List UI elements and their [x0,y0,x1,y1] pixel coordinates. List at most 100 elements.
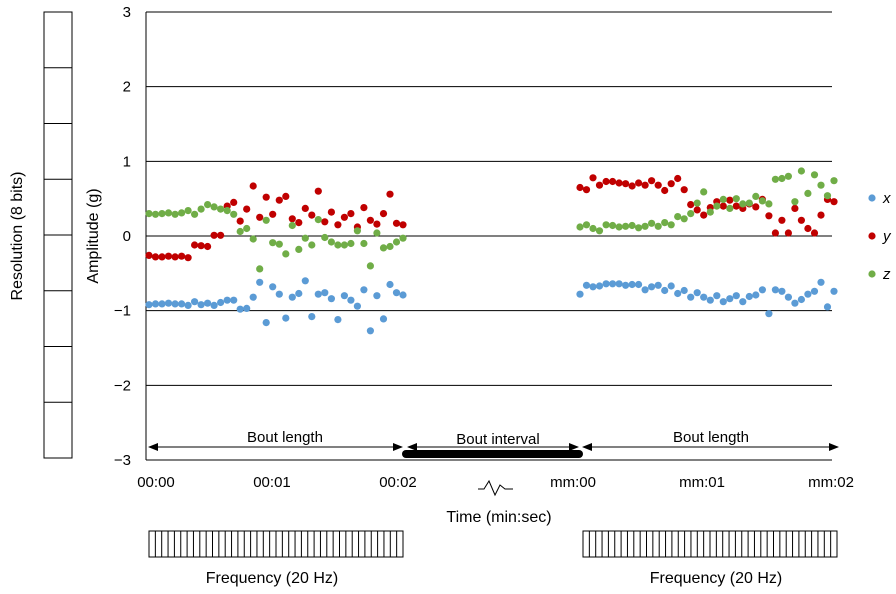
data-point-z [262,216,270,224]
data-point-y [269,210,277,218]
legend-marker-z [868,270,876,278]
legend-label-y: y [882,228,892,245]
data-point-z [830,177,838,185]
data-point-z [399,234,407,242]
data-point-x [589,283,597,291]
data-point-z [589,224,597,233]
data-point-x [399,291,407,299]
data-points [145,167,838,335]
data-point-y [622,180,630,188]
data-point-x [687,293,695,301]
data-point-x [353,302,361,310]
data-point-x [223,296,231,304]
x-tick-label: 00:02 [379,474,417,491]
data-point-z [360,239,368,248]
legend-marker-y [868,232,876,240]
frequency-label-2: Frequency (20 Hz) [650,570,783,587]
data-point-z [366,262,374,270]
data-point-z [301,234,309,242]
data-point-z [706,208,714,216]
data-point-x [301,277,309,285]
data-point-y [158,253,166,261]
data-point-y [340,213,348,221]
data-point-y [771,229,780,237]
data-point-x [236,305,244,313]
data-point-x [784,293,793,301]
data-point-x [758,286,767,294]
data-point-x [778,287,786,295]
data-point-z [171,210,179,218]
y-tick-label: 3 [123,4,131,21]
data-point-y [700,211,708,219]
data-point-z [817,181,825,189]
data-point-x [615,280,623,288]
data-point-x [641,286,649,294]
frequency-label-1: Frequency (20 Hz) [206,570,339,587]
data-point-y [778,216,786,224]
data-point-x [830,287,838,295]
data-point-z [661,219,669,227]
data-point-z [713,202,721,210]
data-point-z [797,167,806,175]
legend-label-x: x [882,190,891,207]
data-point-x [256,278,264,286]
data-point-z [810,171,819,179]
data-point-y [386,190,394,198]
data-point-x [674,289,682,298]
data-point-y [204,242,212,251]
data-point-y [288,215,296,223]
data-point-x [582,281,591,289]
data-point-x [262,319,270,327]
data-point-y [615,179,623,187]
y-tick-label: −1 [114,303,131,320]
data-point-z [752,192,760,200]
data-point-y [641,181,649,189]
data-point-z [758,197,767,205]
data-point-y [178,252,186,260]
data-point-y [817,211,825,219]
data-point-y [765,212,773,220]
data-point-z [353,227,361,235]
data-point-x [700,293,708,301]
data-point-y [327,208,335,216]
data-point-y [184,254,192,262]
data-point-x [347,296,355,304]
data-point-x [602,280,610,288]
y-tick-label: −3 [114,452,131,469]
data-point-x [739,298,747,306]
data-point-y [301,204,309,212]
data-point-x [392,289,401,297]
data-point-x [797,295,806,304]
x-tick-label: 00:00 [137,474,175,491]
data-point-x [366,327,374,335]
data-point-x [706,296,714,304]
data-point-x [648,283,656,291]
data-point-x [171,300,179,308]
data-point-x [191,298,199,306]
data-point-y [784,229,793,237]
data-point-z [784,172,793,180]
data-point-z [392,238,401,246]
data-point-z [314,216,322,224]
data-point-z [204,201,212,209]
legend-marker-x [868,194,876,202]
data-point-z [256,265,264,273]
data-point-z [602,221,610,229]
resolution-bar [43,11,73,459]
data-point-x [327,295,335,303]
data-point-y [197,242,205,250]
data-point-x [210,301,218,309]
data-point-y [210,231,218,239]
data-point-y [230,198,238,206]
y-ticks: 3 2 1 0 −1 −2 −3 [114,4,131,469]
data-point-z [765,200,773,208]
data-point-z [379,244,388,252]
data-point-y [275,196,283,204]
data-point-y [674,174,682,183]
data-point-x [288,293,296,301]
legend: x y z [868,190,892,283]
data-point-z [804,189,812,197]
data-point-z [210,203,218,211]
data-point-x [373,292,381,300]
